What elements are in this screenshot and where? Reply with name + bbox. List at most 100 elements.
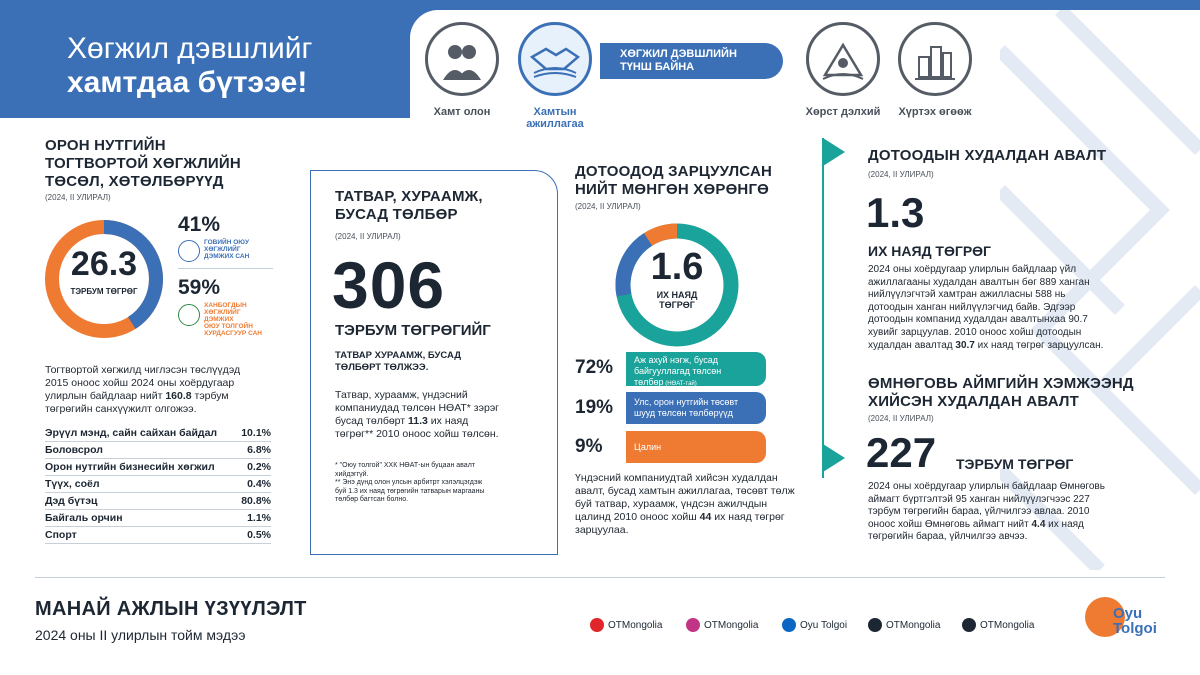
city-icon (898, 22, 972, 96)
table-cell-share: 10.1% (237, 425, 271, 442)
spend-bar-1-line3: төлбөр (НӨАТ-тай) (634, 377, 766, 390)
projects-desc-line3-pre: улирлын байдлаар нийт (45, 390, 166, 402)
spend-donut (615, 223, 739, 347)
people-icon (425, 22, 499, 96)
partner-banner-line1: ХӨГЖИЛ ДЭВШЛИЙН (620, 48, 737, 60)
spend-desc-line4-pre: цалинд 2010 оноос хойш (575, 511, 700, 523)
fund-2-label-line1: ХАНБОГДЫН (204, 302, 247, 309)
spend-unit-line2: ТӨГРӨГ (659, 300, 695, 310)
spend-desc-line4-post: их наяд төгрөг (711, 511, 785, 523)
fund-2-logo-icon (178, 304, 200, 326)
umnugovi-desc-line4-post: их наяд (1045, 518, 1084, 530)
donut-segment-salary (615, 223, 739, 347)
fund-2-label-line5: ХУРДАСГУУР САН (204, 330, 262, 337)
table-cell-share: 6.8% (237, 441, 271, 459)
social-twitter[interactable]: OTMongolia (962, 618, 1034, 632)
spend-unit: ИХ НАЯД ТӨГРӨГ (637, 290, 717, 310)
table-cell-category: Байгаль орчин (45, 509, 238, 527)
fund-1-label-line2: ХӨГЖЛИЙГ (204, 246, 241, 253)
youtube-icon (590, 618, 604, 632)
table-cell-category: Эрүүл мэнд, сайн сайхан байдал (45, 425, 238, 442)
social-instagram[interactable]: OTMongolia (686, 618, 758, 632)
social-threads-label: OTMongolia (886, 619, 941, 631)
procurement-unit: ИХ НАЯД ТӨГРӨГ (868, 243, 991, 259)
pillar-label-environment: Хөрст дэлхий (805, 106, 881, 118)
table-row: Дэд бүтэц 80.8% (45, 492, 271, 510)
projects-desc-line3: улирлын байдлаар нийт 160.8 тэрбум (45, 390, 240, 403)
taxes-title-line1: ТАТВАР, ХУРААМЖ, (335, 188, 483, 205)
projects-desc-line3-post: тэрбум (191, 390, 229, 402)
spend-bar-1-line2: байгууллагад төлсөн (634, 366, 722, 376)
nature-icon (806, 22, 880, 96)
footer-divider (35, 577, 1165, 578)
fund-2-label-line3: ДЭМЖИХ (204, 316, 234, 323)
fund-2-pct: 59% (178, 276, 221, 299)
taxes-desc-line1: Татвар, хураамж, үндэсний (335, 389, 468, 401)
table-cell-category: Спорт (45, 526, 238, 544)
fund-1-label-line3: ДЭМЖИХ САН (204, 253, 250, 260)
projects-total-unit: ТЭРБУМ ТӨГРӨГ (70, 287, 138, 296)
handshake-icon-graphic (530, 47, 580, 78)
taxes-period: (2024, II УЛИРАЛ) (335, 232, 401, 241)
taxes-desc-line3: бусад төлбөрт 11.3 их наяд (335, 415, 499, 428)
content-panel (0, 118, 1200, 675)
umnugovi-title-line1: ӨМНӨГОВЬ АЙМГИЙН ХЭМЖЭЭНД (868, 375, 1134, 392)
projects-desc-line4: төгрөгийн санхүүжилт олгожээ. (45, 403, 197, 415)
oyu-tolgoi-logo: Oyu Tolgoi (1113, 606, 1157, 636)
spend-bar-1-line3-text: төлбөр (634, 377, 664, 387)
taxes-value: 306 (332, 248, 446, 322)
procurement-desc-line4: дотоодын ханган нийлүүлэгчид байв. Эдгээ… (868, 301, 1076, 313)
social-linkedin[interactable]: Oyu Tolgoi (782, 618, 847, 632)
umnugovi-desc-line1: 2024 оны хоёрдугаар улирлын байдлаар Өмн… (868, 481, 1105, 492)
taxes-subtitle: ТАТВАР ХУРААМЖ, БУСАД ТӨЛБӨРТ ТӨЛЖЭЭ. (335, 350, 461, 374)
projects-table-body: Эрүүл мэнд, сайн сайхан байдал 10.1% Болов… (45, 425, 271, 544)
procurement-description: 2024 оны хоёрдугаар улирлын байдлаар үйл… (868, 264, 1103, 352)
procurement-period: (2024, II УЛИРАЛ) (868, 170, 934, 179)
pillar-label-community: Хамт олон (433, 106, 491, 118)
taxes-note2-line3: төлбөр багтсан болно. (335, 496, 409, 503)
fund-1-logo-icon (178, 240, 200, 262)
taxes-note1-line1: * "Оюу толгой" ХХК НӨАТ-ын буцаан авалт (335, 462, 475, 469)
table-cell-share: 0.4% (237, 475, 271, 493)
fund-2-label-line2: ХӨГЖЛИЙГ (204, 309, 241, 316)
nature-icon-graphic (822, 42, 864, 80)
social-youtube[interactable]: OTMongolia (590, 618, 662, 632)
partner-banner-line2: ТҮНШ БАЙНА (620, 61, 695, 73)
table-row: Түүх, соёл 0.4% (45, 475, 271, 493)
spend-bar-3: Цалин (626, 431, 766, 463)
taxes-unit: ТЭРБУМ ТӨГРӨГИЙГ (335, 322, 491, 339)
table-row: Орон нутгийн бизнесийн хөгжил 0.2% (45, 458, 271, 476)
table-cell-share: 0.2% (237, 458, 271, 476)
logo-line2: Tolgoi (1113, 620, 1157, 637)
decorative-pattern (1000, 10, 1200, 570)
twitter-icon (962, 618, 976, 632)
spend-bar-2-pct: 19% (575, 397, 614, 418)
taxes-desc-line3-post: их наяд (427, 415, 469, 427)
table-cell-share: 1.1% (237, 509, 271, 527)
projects-desc-line2: 2015 оноос хойш 2024 оны хоёрдугаар (45, 377, 235, 389)
procurement-desc-line3: нийлүүлэгчтэй хамтран ажилласны 588 нь (868, 289, 1066, 301)
table-cell-category: Түүх, соёл (45, 475, 238, 493)
projects-donut (45, 220, 163, 338)
social-twitter-label: OTMongolia (980, 619, 1035, 631)
projects-title: ОРОН НУТГИЙН ТОГТВОРТОЙ ХӨГЖЛИЙН ТӨСӨЛ, … (45, 137, 241, 191)
pillar-label-cooperation-line2: ажиллагаа (526, 118, 584, 130)
pillar-label-cooperation: Хамтын ажиллагаа (510, 106, 600, 130)
taxes-title-line2: БУСАД ТӨЛБӨР (335, 206, 458, 223)
procurement-desc-line1: 2024 оны хоёрдугаар улирлын байдлаар үйл (868, 264, 1077, 275)
projects-description: Тогтвортой хөгжилд чиглэсэн төслүүдэд 20… (45, 364, 240, 416)
social-instagram-label: OTMongolia (704, 619, 759, 631)
table-row: Боловсрол 6.8% (45, 441, 271, 459)
spend-bar-2-line1: Улс, орон нутгийн төсөвт (634, 397, 739, 407)
umnugovi-desc-line4: оноос хойш Өмнөговь аймагт нийт 4.4 их н… (868, 519, 1105, 532)
social-threads[interactable]: OTMongolia (868, 618, 940, 632)
spend-description: Үндэсний компаниудтай хийсэн худалдан ав… (575, 472, 795, 537)
taxes-note2-line1: ** Энэ дүнд олон улсын арбитрт хэлэлцэгд… (335, 479, 483, 486)
headline-line-2: хамтдаа бүтээе! (67, 66, 308, 99)
umnugovi-desc-line4-bold: 4.4 (1031, 518, 1046, 530)
spend-bar-1-pct: 72% (575, 357, 614, 378)
instagram-icon (686, 618, 700, 632)
umnugovi-desc-line5: төгрөгийн бараа, үйлчилгээ авчээ. (868, 531, 1028, 543)
spend-desc-line5: зарцуулаа. (575, 524, 629, 536)
projects-title-line3: ТӨСӨЛ, ХӨТӨЛБӨРҮҮД (45, 173, 224, 190)
